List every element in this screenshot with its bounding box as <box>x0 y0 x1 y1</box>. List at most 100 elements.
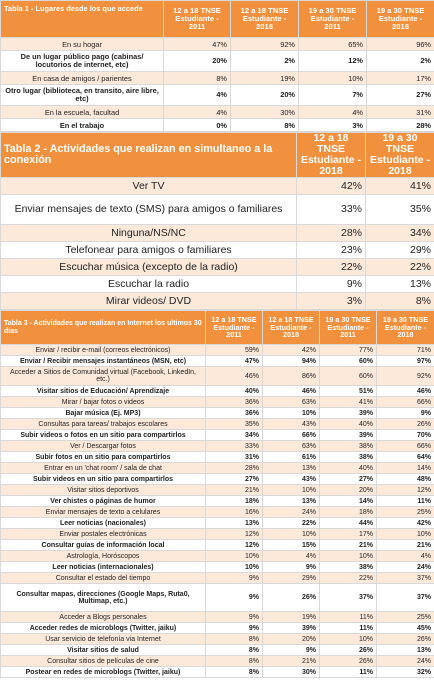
row-label: Bajar música (Ej. MP3) <box>0 407 206 420</box>
cell-value: 11% <box>319 611 377 624</box>
row-label: Subir videos en un sitio para compartirl… <box>0 473 206 486</box>
cell-value: 17% <box>319 528 377 541</box>
cell-value: 14% <box>376 462 434 475</box>
cell-value: 66% <box>376 440 434 453</box>
cell-value: 92% <box>230 37 299 51</box>
cell-value: 24% <box>262 506 320 519</box>
row-label: Ninguna/NS/NC <box>0 224 297 243</box>
cell-value: 9% <box>205 583 263 613</box>
cell-value: 26% <box>262 583 320 613</box>
cell-value: 20% <box>262 633 320 646</box>
row-label: Usar servicio de telefonía via Internet <box>0 633 206 646</box>
cell-value: 21% <box>319 539 377 552</box>
row-label: Enviar / recibir e-mail (correos electró… <box>0 344 206 357</box>
cell-value: 40% <box>205 385 263 398</box>
cell-value: 31% <box>366 105 434 119</box>
cell-value: 22% <box>296 258 366 277</box>
row-label: Ver chistes o páginas de humor <box>0 495 206 508</box>
column-header: 12 a 18 TNSE Estudiante - 2011 <box>163 0 231 38</box>
cell-value: 8% <box>205 655 263 668</box>
cell-value: 9% <box>205 572 263 585</box>
row-label: Consultar el estado del tiempo <box>0 572 206 585</box>
row-label: En la escuela, facultad <box>0 105 164 119</box>
cell-value: 59% <box>205 344 263 357</box>
column-header: 19 a 30 TNSE Estudiante - 2018 <box>365 131 434 179</box>
cell-value: 38% <box>319 561 377 574</box>
cell-value: 43% <box>262 418 320 431</box>
cell-value: 4% <box>262 550 320 563</box>
cell-value: 11% <box>319 666 377 679</box>
table-title: Tabla 2 - Actividades que realizan en si… <box>0 131 297 179</box>
cell-value: 19% <box>262 611 320 624</box>
row-label: Consultar guías de información local <box>0 539 206 552</box>
table-row: Otro lugar (biblioteca, en transito, air… <box>0 84 434 106</box>
cell-value: 25% <box>376 611 434 624</box>
cell-value: 9% <box>205 622 263 635</box>
cell-value: 47% <box>205 355 263 368</box>
cell-value: 44% <box>319 517 377 530</box>
row-label: En el trabajo <box>0 118 164 132</box>
cell-value: 37% <box>376 583 434 613</box>
cell-value: 46% <box>262 385 320 398</box>
cell-value: 22% <box>262 517 320 530</box>
cell-value: 36% <box>205 396 263 409</box>
table-row: Subir videos o fotos en un sitio para co… <box>0 429 434 442</box>
cell-value: 2% <box>366 50 434 72</box>
table-row: Subir fotos en un sitio para compartirlo… <box>0 451 434 464</box>
cell-value: 41% <box>319 396 377 409</box>
table-row: Enviar mensajes de texto a celulares 16% 2… <box>0 506 434 519</box>
cell-value: 35% <box>205 418 263 431</box>
cell-value: 12% <box>205 539 263 552</box>
row-label: Astrología, Horóscopos <box>0 550 206 563</box>
cell-value: 39% <box>319 429 377 442</box>
cell-value: 4% <box>163 105 231 119</box>
row-label: Entrar en un 'chat room' / sala de chat <box>0 462 206 475</box>
cell-value: 24% <box>376 655 434 668</box>
cell-value: 32% <box>376 666 434 679</box>
table-3: Tabla 3 - Actividades que realizan en In… <box>0 310 434 679</box>
column-header: 12 a 18 TNSE Estudiante - 2018 <box>296 131 366 179</box>
cell-value: 9% <box>205 611 263 624</box>
cell-value: 43% <box>262 473 320 486</box>
cell-value: 14% <box>319 495 377 508</box>
table-row: Enviar / Recibir mensajes instantáneos (… <box>0 355 434 368</box>
column-header: 12 a 18 TNSE Estudiante - 2018 <box>262 310 320 346</box>
table-row: Ver TV 42% 41% <box>0 177 434 196</box>
row-label: Visitar sitios de Educación/ Aprendizaje <box>0 385 206 398</box>
row-label: Visitar sitios deportivos <box>0 484 206 497</box>
row-label: Acceder a Blogs personales <box>0 611 206 624</box>
cell-value: 92% <box>376 366 434 387</box>
table-row: Visitar sitios de salud 8% 9% 26% 13% <box>0 644 434 657</box>
cell-value: 70% <box>376 429 434 442</box>
cell-value: 39% <box>319 407 377 420</box>
cell-value: 38% <box>319 440 377 453</box>
cell-value: 35% <box>365 194 434 226</box>
cell-value: 42% <box>296 177 366 196</box>
table-row: Postear en redes de microblogs (Twitter,… <box>0 666 434 679</box>
cell-value: 30% <box>230 105 299 119</box>
row-label: Leer noticias (internacionales) <box>0 561 206 574</box>
cell-value: 3% <box>296 292 366 311</box>
cell-value: 63% <box>262 440 320 453</box>
table-1: Tabla 1 - Lugares desde los que accede 12… <box>0 0 434 132</box>
cell-value: 77% <box>319 344 377 357</box>
row-label: Enviar mensajes de texto a celulares <box>0 506 206 519</box>
row-label: Enviar mensajes de texto (SMS) para amig… <box>0 194 297 226</box>
cell-value: 10% <box>262 528 320 541</box>
row-label: Otro lugar (biblioteca, en transito, air… <box>0 84 164 106</box>
table-row: Consultar mapas, direcciones (Google Map… <box>0 583 434 613</box>
cell-value: 30% <box>262 666 320 679</box>
cell-value: 96% <box>366 37 434 51</box>
cell-value: 12% <box>376 484 434 497</box>
table-row: Leer noticias (nacionales) 13% 22% 44% 42% <box>0 517 434 530</box>
table-row: Consultar sitios de películas de cine 8% 2… <box>0 655 434 668</box>
cell-value: 26% <box>376 633 434 646</box>
row-label: Subir videos o fotos en un sitio para co… <box>0 429 206 442</box>
cell-value: 86% <box>262 366 320 387</box>
table-row: Enviar mensajes de texto (SMS) para amig… <box>0 194 434 226</box>
cell-value: 13% <box>365 275 434 294</box>
cell-value: 45% <box>376 622 434 635</box>
column-header: 19 a 30 TNSE Estudiante - 2011 <box>319 310 377 346</box>
table-row: Bajar música (Ej. MP3) 36% 10% 39% 9% <box>0 407 434 420</box>
cell-value: 41% <box>365 177 434 196</box>
